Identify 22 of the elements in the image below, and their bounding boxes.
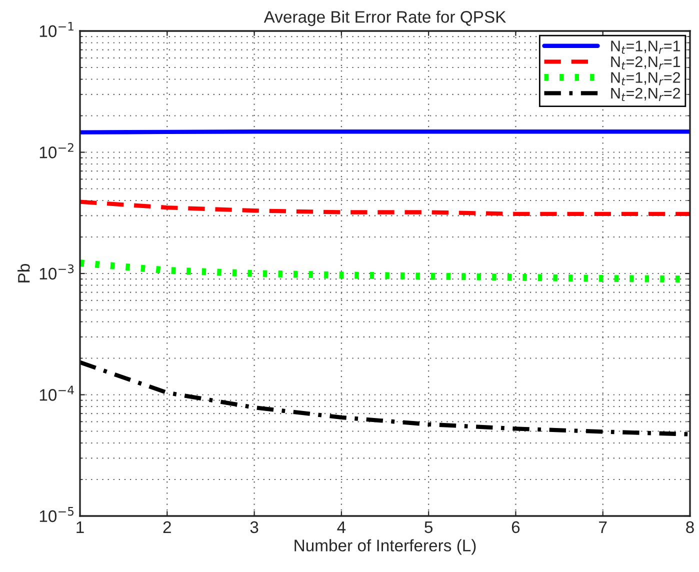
y-tick-label: 10$^{−5}$ (40, 507, 74, 522)
x-tick-label: 6 (512, 521, 520, 534)
line-series (80, 200, 690, 216)
x-axis-title: Number of Interferers (L) (294, 539, 476, 555)
y-tick-label: 10$^{−1}$ (40, 22, 74, 38)
legend-label: N$_{t}$=1,N$_{r}$=2 (611, 72, 680, 86)
x-tick-label: 5 (424, 521, 433, 534)
x-tick-label: 7 (599, 521, 607, 533)
x-tick-label: 2 (163, 521, 171, 533)
line-series (80, 360, 690, 436)
x-tick-label: 8 (686, 521, 694, 534)
y-tick-label: 10$^{−2}$ (40, 143, 74, 158)
x-tick-label: 4 (337, 521, 346, 533)
y-tick-label: 10$^{−4}$ (40, 386, 74, 401)
chart-title: Average Bit Error Rate for QPSK (264, 10, 506, 26)
legend-label: N$_{t}$=2,N$_{r}$=2 (611, 88, 680, 102)
x-tick-label: 3 (250, 521, 258, 534)
legend-label: N$_{t}$=2,N$_{r}$=1 (611, 56, 680, 70)
y-tick-label: 10$^{−3}$ (40, 264, 74, 280)
y-axis-title: Pb (18, 264, 30, 282)
x-tick-label: 1 (76, 521, 84, 533)
legend-label: N$_{t}$=1,N$_{r}$=1 (611, 40, 680, 54)
